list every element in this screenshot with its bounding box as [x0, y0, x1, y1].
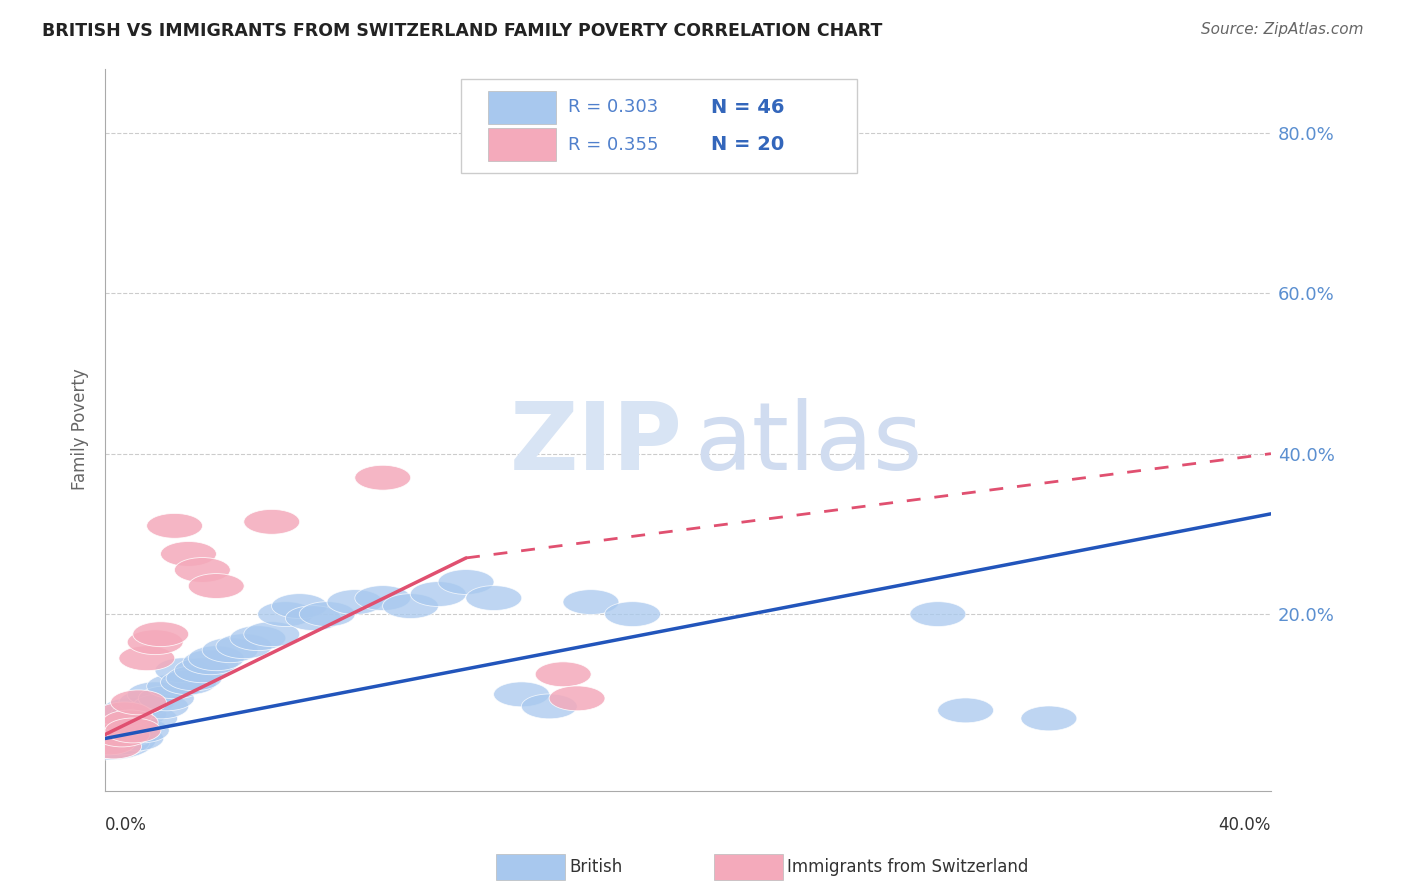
- Ellipse shape: [86, 734, 142, 759]
- Y-axis label: Family Poverty: Family Poverty: [72, 368, 89, 491]
- Ellipse shape: [494, 681, 550, 706]
- Ellipse shape: [111, 702, 166, 727]
- Ellipse shape: [138, 686, 194, 711]
- Ellipse shape: [103, 710, 157, 735]
- Ellipse shape: [938, 698, 994, 723]
- Ellipse shape: [146, 514, 202, 538]
- Ellipse shape: [174, 558, 231, 582]
- Ellipse shape: [188, 646, 245, 671]
- Text: Immigrants from Switzerland: Immigrants from Switzerland: [787, 857, 1029, 876]
- Ellipse shape: [97, 702, 153, 727]
- Ellipse shape: [105, 714, 160, 739]
- Ellipse shape: [127, 630, 183, 655]
- Ellipse shape: [174, 657, 231, 682]
- Text: atlas: atlas: [695, 398, 922, 490]
- Ellipse shape: [105, 718, 160, 743]
- FancyBboxPatch shape: [461, 79, 858, 173]
- Ellipse shape: [243, 509, 299, 534]
- Ellipse shape: [120, 646, 174, 671]
- Ellipse shape: [146, 673, 202, 698]
- Ellipse shape: [103, 698, 157, 723]
- Ellipse shape: [83, 718, 139, 743]
- Text: BRITISH VS IMMIGRANTS FROM SWITZERLAND FAMILY POVERTY CORRELATION CHART: BRITISH VS IMMIGRANTS FROM SWITZERLAND F…: [42, 22, 883, 40]
- Ellipse shape: [160, 670, 217, 695]
- Text: N = 46: N = 46: [711, 98, 785, 117]
- Ellipse shape: [94, 722, 150, 747]
- Ellipse shape: [271, 594, 328, 618]
- Text: British: British: [569, 857, 623, 876]
- Ellipse shape: [97, 710, 153, 735]
- Ellipse shape: [108, 726, 163, 751]
- Ellipse shape: [132, 694, 188, 719]
- Ellipse shape: [354, 586, 411, 610]
- Ellipse shape: [550, 686, 605, 711]
- Ellipse shape: [411, 582, 467, 607]
- Text: 0.0%: 0.0%: [105, 816, 148, 834]
- Ellipse shape: [188, 574, 245, 599]
- Ellipse shape: [202, 638, 259, 663]
- Ellipse shape: [605, 602, 661, 626]
- Ellipse shape: [465, 586, 522, 610]
- Ellipse shape: [354, 466, 411, 490]
- Ellipse shape: [382, 594, 439, 618]
- Ellipse shape: [91, 706, 148, 731]
- Text: ZIP: ZIP: [509, 398, 682, 490]
- Ellipse shape: [257, 602, 314, 626]
- Text: R = 0.303: R = 0.303: [568, 98, 658, 116]
- Ellipse shape: [910, 602, 966, 626]
- Text: Source: ZipAtlas.com: Source: ZipAtlas.com: [1201, 22, 1364, 37]
- Ellipse shape: [217, 634, 271, 658]
- Ellipse shape: [285, 606, 342, 631]
- Ellipse shape: [536, 662, 591, 687]
- Ellipse shape: [132, 622, 188, 647]
- Ellipse shape: [183, 649, 239, 674]
- Ellipse shape: [328, 590, 382, 615]
- Ellipse shape: [1021, 706, 1077, 731]
- Ellipse shape: [89, 718, 145, 743]
- Ellipse shape: [80, 730, 136, 755]
- Ellipse shape: [100, 722, 156, 747]
- Ellipse shape: [91, 714, 148, 739]
- FancyBboxPatch shape: [488, 91, 557, 124]
- Ellipse shape: [114, 718, 169, 743]
- Ellipse shape: [122, 706, 177, 731]
- Ellipse shape: [562, 590, 619, 615]
- Ellipse shape: [231, 626, 285, 650]
- Ellipse shape: [155, 657, 211, 682]
- Text: R = 0.355: R = 0.355: [568, 136, 658, 153]
- Ellipse shape: [243, 622, 299, 647]
- Ellipse shape: [120, 690, 174, 714]
- Ellipse shape: [166, 665, 222, 690]
- Ellipse shape: [160, 541, 217, 566]
- Ellipse shape: [127, 681, 183, 706]
- Ellipse shape: [299, 602, 356, 626]
- Ellipse shape: [522, 694, 578, 719]
- Ellipse shape: [83, 714, 139, 739]
- Ellipse shape: [94, 730, 150, 755]
- Ellipse shape: [59, 717, 156, 760]
- Ellipse shape: [439, 570, 494, 594]
- FancyBboxPatch shape: [488, 128, 557, 161]
- Ellipse shape: [111, 690, 166, 714]
- Text: 40.0%: 40.0%: [1219, 816, 1271, 834]
- Text: N = 20: N = 20: [711, 135, 785, 154]
- Ellipse shape: [86, 734, 142, 759]
